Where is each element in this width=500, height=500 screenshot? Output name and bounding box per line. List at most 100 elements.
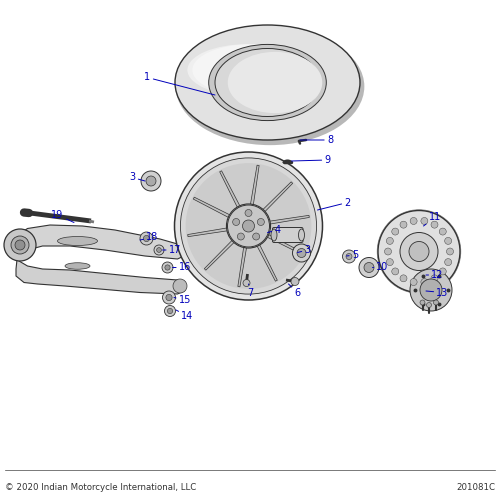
- Circle shape: [364, 262, 374, 272]
- Ellipse shape: [208, 44, 326, 120]
- Polygon shape: [266, 234, 304, 255]
- Ellipse shape: [188, 44, 308, 96]
- Circle shape: [378, 210, 460, 292]
- Ellipse shape: [271, 229, 277, 241]
- Circle shape: [162, 291, 175, 304]
- Polygon shape: [238, 246, 246, 287]
- Circle shape: [140, 232, 153, 245]
- Text: 201081C: 201081C: [456, 483, 495, 492]
- Text: 17: 17: [162, 245, 181, 255]
- Text: 13: 13: [426, 288, 448, 298]
- Polygon shape: [250, 165, 259, 205]
- Circle shape: [386, 258, 394, 266]
- Ellipse shape: [192, 44, 312, 96]
- Circle shape: [258, 218, 264, 226]
- Circle shape: [400, 232, 438, 270]
- Circle shape: [444, 258, 452, 266]
- Circle shape: [409, 242, 429, 262]
- Text: 9: 9: [292, 155, 331, 165]
- Circle shape: [173, 279, 187, 293]
- Text: © 2020 Indian Motorcycle International, LLC: © 2020 Indian Motorcycle International, …: [5, 483, 196, 492]
- Circle shape: [232, 218, 239, 226]
- Polygon shape: [188, 228, 228, 236]
- Text: 3: 3: [130, 172, 145, 182]
- Text: 8: 8: [300, 135, 333, 145]
- Circle shape: [238, 233, 244, 240]
- Text: 7: 7: [247, 284, 253, 298]
- Polygon shape: [204, 240, 234, 270]
- Circle shape: [386, 238, 394, 244]
- Circle shape: [400, 221, 407, 228]
- Circle shape: [439, 268, 446, 275]
- Circle shape: [141, 171, 161, 191]
- Polygon shape: [269, 216, 310, 224]
- Circle shape: [186, 163, 312, 289]
- Polygon shape: [256, 244, 278, 281]
- Circle shape: [421, 218, 428, 224]
- Circle shape: [439, 228, 446, 235]
- Circle shape: [434, 300, 438, 305]
- Ellipse shape: [58, 236, 98, 246]
- Text: 4: 4: [268, 225, 280, 235]
- Circle shape: [384, 248, 392, 255]
- Circle shape: [446, 248, 454, 255]
- Circle shape: [346, 254, 352, 260]
- Circle shape: [426, 302, 432, 308]
- Circle shape: [242, 220, 254, 232]
- Polygon shape: [15, 225, 184, 259]
- Circle shape: [431, 275, 438, 282]
- Circle shape: [11, 236, 29, 254]
- Polygon shape: [220, 171, 240, 208]
- Circle shape: [154, 245, 164, 255]
- Text: 15: 15: [174, 295, 191, 305]
- Circle shape: [228, 205, 270, 247]
- Text: 14: 14: [176, 310, 194, 321]
- Circle shape: [245, 210, 252, 216]
- Circle shape: [146, 176, 156, 186]
- Text: 1: 1: [144, 72, 215, 95]
- Circle shape: [164, 306, 175, 316]
- Text: 10: 10: [372, 262, 388, 272]
- Polygon shape: [262, 182, 292, 212]
- Circle shape: [410, 269, 452, 311]
- Circle shape: [144, 236, 150, 242]
- Circle shape: [292, 244, 310, 262]
- Circle shape: [400, 275, 407, 282]
- Circle shape: [392, 268, 399, 275]
- Circle shape: [162, 262, 173, 273]
- Circle shape: [291, 278, 299, 285]
- Text: 11: 11: [424, 212, 441, 226]
- Circle shape: [420, 279, 442, 301]
- Circle shape: [156, 248, 162, 252]
- Circle shape: [174, 152, 322, 300]
- FancyBboxPatch shape: [272, 228, 303, 242]
- Polygon shape: [194, 197, 230, 218]
- Text: 2: 2: [318, 198, 350, 210]
- Circle shape: [421, 278, 428, 285]
- Circle shape: [420, 300, 425, 305]
- Text: 5: 5: [346, 250, 358, 260]
- Circle shape: [168, 308, 172, 314]
- Circle shape: [180, 158, 316, 294]
- Polygon shape: [16, 255, 184, 294]
- Circle shape: [431, 221, 438, 228]
- Text: 16: 16: [172, 262, 191, 272]
- Circle shape: [252, 233, 260, 240]
- Ellipse shape: [175, 25, 360, 140]
- Circle shape: [377, 210, 461, 294]
- Ellipse shape: [176, 28, 364, 145]
- Text: 3: 3: [298, 245, 310, 255]
- Circle shape: [243, 280, 250, 286]
- Circle shape: [15, 240, 25, 250]
- Text: 19: 19: [52, 210, 74, 222]
- Text: 12: 12: [426, 270, 444, 280]
- Circle shape: [165, 265, 170, 270]
- Circle shape: [444, 238, 452, 244]
- Circle shape: [410, 218, 417, 224]
- Ellipse shape: [215, 48, 320, 116]
- Ellipse shape: [65, 263, 90, 269]
- Circle shape: [4, 229, 36, 261]
- Circle shape: [226, 204, 270, 248]
- Circle shape: [342, 250, 355, 263]
- Circle shape: [359, 258, 379, 278]
